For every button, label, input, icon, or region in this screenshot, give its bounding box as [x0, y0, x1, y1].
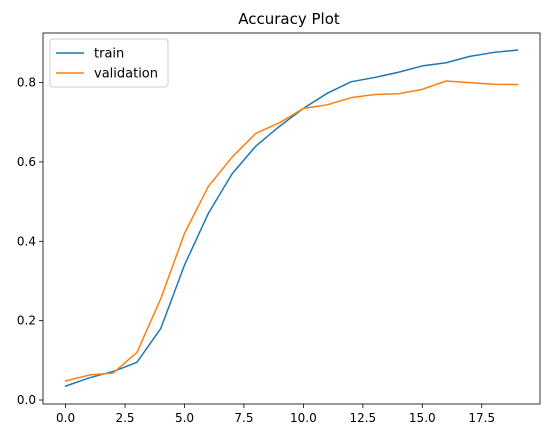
y-tick-label: 0.6: [17, 155, 36, 169]
x-tick-label: 0.0: [56, 411, 75, 425]
y-tick-label: 0.0: [17, 393, 36, 407]
axes: 0.0 2.5 5.0 7.5 10.0 12.5 15.0 17.5 0.0 0.2 0.4 0.6…: [17, 32, 541, 425]
legend-box: [49, 38, 169, 88]
series-line-validation: [64, 80, 519, 382]
x-tick-label: 5.0: [175, 411, 194, 425]
y-tick-label: 0.8: [17, 76, 36, 90]
plot-frame: [42, 32, 541, 405]
x-tick-label: 7.5: [234, 411, 253, 425]
series-line-train: [64, 49, 519, 388]
series-lines: [64, 49, 519, 388]
x-tick-label: 10.0: [290, 411, 317, 425]
y-tick-label: 0.2: [17, 314, 36, 328]
x-tick-label: 12.5: [349, 411, 376, 425]
chart-title: Accuracy Plot: [238, 10, 340, 28]
x-tick-label: 15.0: [409, 411, 436, 425]
legend: train validation: [49, 38, 169, 88]
legend-label-train: train: [94, 47, 124, 62]
legend-label-validation: validation: [94, 67, 158, 82]
x-tick-label: 17.5: [468, 411, 495, 425]
x-tick-label: 2.5: [115, 411, 134, 425]
y-tick-label: 0.4: [17, 234, 36, 248]
